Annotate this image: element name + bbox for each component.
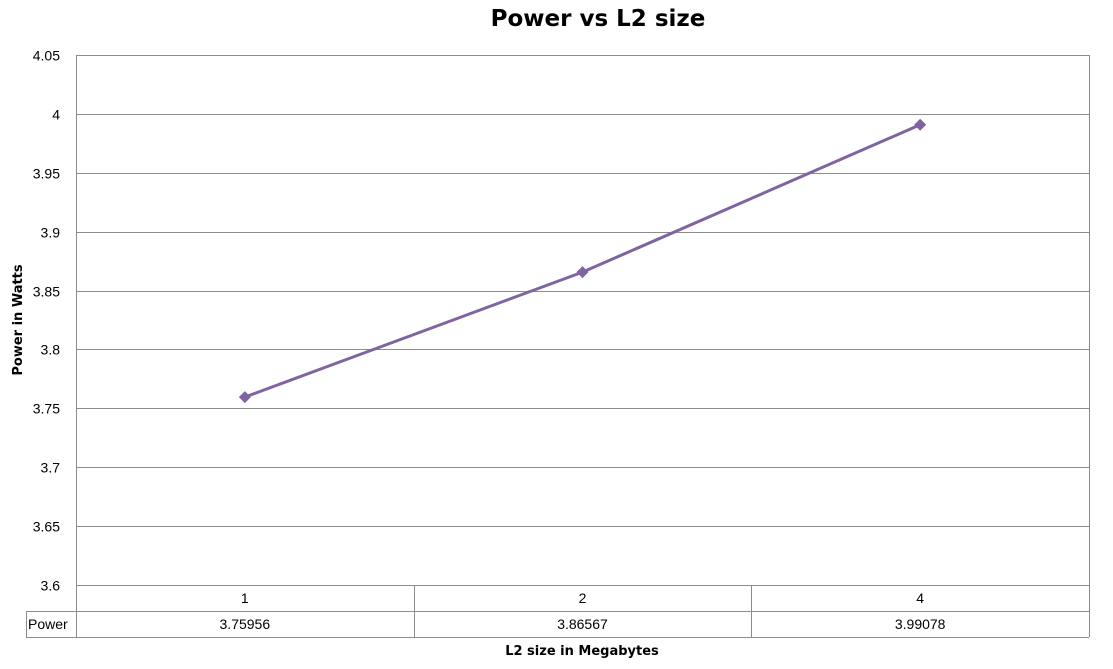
gridlines (76, 55, 1089, 637)
x-tick-label: 1 (241, 590, 249, 606)
data-point-marker (238, 391, 251, 404)
y-tick-label: 3.6 (41, 578, 61, 594)
series-layer (238, 118, 927, 404)
y-tick-label: 3.9 (41, 225, 61, 241)
data-point-marker (576, 266, 589, 279)
y-tick-label: 3.75 (33, 401, 60, 417)
y-tick-label: 4 (52, 107, 60, 123)
y-tick-label: 3.95 (33, 166, 60, 182)
chart-title: Power vs L2 size (491, 6, 706, 32)
y-axis-title: Power in Watts (11, 264, 26, 376)
y-tick-label: 3.7 (41, 460, 61, 476)
y-tick-label: 3.85 (33, 284, 60, 300)
data-point-marker (914, 118, 927, 131)
x-tick-label: 2 (579, 590, 587, 606)
x-axis-title: L2 size in Megabytes (505, 644, 659, 659)
table-value-cell: 3.86567 (557, 616, 608, 632)
y-axis-tick-labels: 3.6 3.65 3.7 3.75 3.8 3.85 3.9 3.95 4 4.05 (33, 48, 60, 594)
table-series-label: Power (28, 616, 68, 632)
y-tick-label: 3.65 (33, 519, 60, 535)
table-value-cell: 3.99078 (895, 616, 946, 632)
table-value-cell: 3.75956 (220, 616, 271, 632)
data-table: 1 2 4 Power 3.75956 3.86567 3.99078 (26, 55, 1090, 638)
y-tick-label: 4.05 (33, 48, 60, 64)
y-tick-label: 3.8 (41, 342, 61, 358)
x-tick-label: 4 (916, 590, 924, 606)
series-line-power (243, 123, 922, 399)
